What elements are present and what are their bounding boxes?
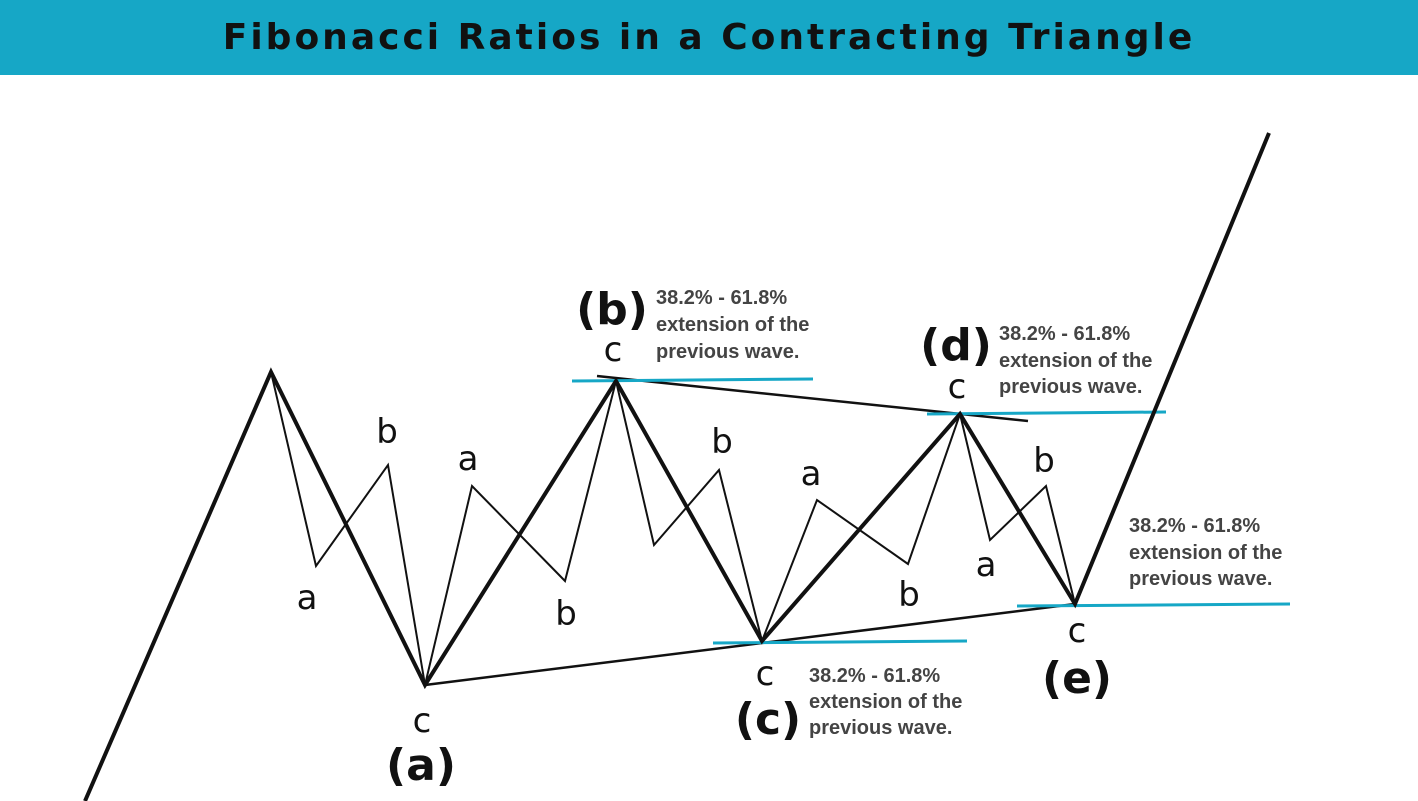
main-wave-path <box>83 132 1271 801</box>
note-c-line2: extension of the <box>809 691 962 713</box>
note-b-line2: extension of the <box>656 314 809 336</box>
subwave-label-a1: a <box>297 578 318 618</box>
fib-line-b <box>571 377 814 383</box>
subwave-path-d <box>761 413 961 642</box>
wave-d-label: (d) <box>920 320 992 371</box>
subwave-label-a3: a <box>801 454 822 494</box>
subwave-path-b <box>424 380 617 686</box>
wave-c-label: (c) <box>735 694 801 745</box>
wave-a-end-label: c <box>413 701 432 741</box>
wave-e-end-label: c <box>1068 611 1087 651</box>
subwave-label-b1: b <box>376 412 398 452</box>
page-title: Fibonacci Ratios in a Contracting Triang… <box>222 17 1196 58</box>
wave-a-label: (a) <box>386 740 456 791</box>
wave-c-end-label: c <box>756 654 775 694</box>
subwave-label-a2: a <box>458 439 479 479</box>
note-c-line3: previous wave. <box>809 717 952 739</box>
fib-line-c <box>712 639 968 645</box>
subwave-label-b2: b <box>555 594 577 634</box>
subwave-path-c <box>615 380 763 642</box>
wave-d-end-label: c <box>948 367 967 407</box>
wave-e-label: (e) <box>1042 653 1112 704</box>
subwave-label-b3: b <box>711 422 733 462</box>
note-e-line1: 38.2% - 61.8% <box>1129 515 1260 537</box>
note-c-line1: 38.2% - 61.8% <box>809 665 940 687</box>
wave-b-label: (b) <box>576 284 648 335</box>
note-d-line2: extension of the <box>999 350 1152 372</box>
note-b-line3: previous wave. <box>656 341 799 363</box>
subwave-label-b4: b <box>898 575 920 615</box>
note-e-line3: previous wave. <box>1129 568 1272 590</box>
subwave-label-a4: a <box>976 545 997 585</box>
title-banner: Fibonacci Ratios in a Contracting Triang… <box>0 0 1418 75</box>
fib-line-d <box>926 410 1167 416</box>
wave-b-end-label: c <box>604 330 623 370</box>
note-b-line1: 38.2% - 61.8% <box>656 287 787 309</box>
note-d-line3: previous wave. <box>999 376 1142 398</box>
subwave-label-b5: b <box>1033 441 1055 481</box>
subwave-path-e <box>959 413 1076 605</box>
note-e-line2: extension of the <box>1129 542 1282 564</box>
note-d-line1: 38.2% - 61.8% <box>999 323 1130 345</box>
subwave-path-a <box>270 371 426 686</box>
lower-trendline <box>424 602 1076 687</box>
fib-line-e <box>1016 602 1291 608</box>
